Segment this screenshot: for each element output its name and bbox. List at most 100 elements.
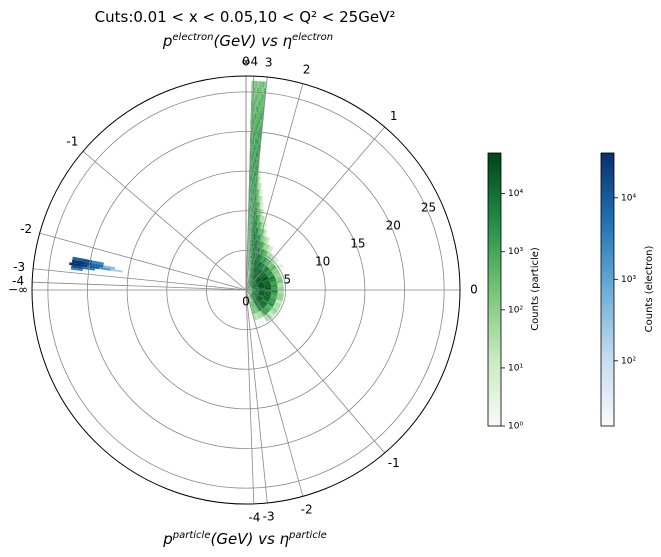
particle-bin — [257, 195, 261, 203]
particle-bin — [248, 271, 250, 278]
particle-bin — [251, 308, 255, 315]
particle-bin — [252, 195, 254, 202]
particle-bin — [251, 112, 252, 119]
particle-bin — [250, 195, 252, 202]
particle-bin — [251, 258, 253, 266]
particle-bin — [256, 131, 258, 139]
particle-bin — [251, 220, 253, 227]
particle-bin — [261, 264, 267, 271]
particle-bin — [251, 272, 255, 279]
particle-bin — [257, 112, 260, 120]
particle-bin — [248, 188, 250, 195]
radial-tick-label: 25 — [421, 201, 436, 215]
particle-bin — [270, 283, 278, 288]
particle-bin — [251, 156, 252, 164]
particle-bin — [261, 300, 268, 306]
particle-bin — [252, 286, 259, 289]
particle-bin — [256, 227, 259, 235]
particle-bin — [246, 290, 253, 293]
particle-bin — [251, 300, 256, 307]
particle-bin — [255, 260, 260, 268]
eta-tick-label-upper: -4 — [12, 274, 24, 288]
particle-bin — [248, 252, 249, 259]
particle-bin — [254, 150, 257, 158]
particle-bin — [258, 221, 262, 229]
eta-gridline-lower — [245, 76, 255, 291]
particle-bin — [258, 262, 264, 269]
particle-bin — [275, 275, 283, 281]
electron-bin — [98, 266, 111, 271]
electron-bin — [87, 265, 100, 270]
particle-bin — [248, 239, 250, 246]
particle-bin — [256, 81, 258, 88]
particle-bin — [253, 163, 255, 170]
particle-bin — [256, 195, 259, 203]
radial-tick-label: 20 — [386, 219, 401, 233]
eta-tick-label-lower: ∞ — [241, 55, 251, 69]
particle-bin — [247, 271, 249, 278]
particle-bin — [258, 215, 262, 222]
particle-bin — [269, 297, 277, 303]
particle-bin — [258, 303, 264, 310]
particle-bin — [277, 293, 284, 298]
particle-bin — [262, 216, 267, 223]
particle-bin — [253, 240, 257, 247]
chart-title: Cuts:0.01 < x < 0.05,10 < Q² < 25GeV² — [95, 8, 396, 26]
particle-bin — [255, 297, 262, 303]
particle-bin — [263, 258, 269, 265]
particle-bin — [247, 258, 248, 265]
particle-bin — [250, 220, 252, 227]
particle-bin — [253, 112, 255, 120]
particle-bin — [255, 201, 257, 209]
particle-bin — [256, 119, 259, 126]
particle-bin — [252, 188, 254, 196]
electron-heatmap — [69, 256, 123, 273]
particle-bin — [265, 314, 271, 321]
particle-bin — [251, 291, 259, 295]
particle-bin — [253, 125, 255, 132]
particle-bin — [258, 270, 264, 277]
particle-bin — [252, 226, 254, 234]
particle-bin — [253, 239, 256, 247]
particle-bin — [252, 307, 255, 315]
particle-bin — [267, 252, 273, 260]
particle-bin — [262, 278, 270, 283]
particle-bin — [246, 271, 248, 278]
particle-bin — [250, 281, 257, 287]
particle-bin — [252, 201, 254, 208]
particle-bin — [253, 299, 259, 306]
particle-bin — [260, 189, 263, 197]
particle-bin — [249, 214, 251, 221]
particle-bin — [257, 202, 260, 209]
particle-bin — [256, 100, 258, 107]
particle-bin — [253, 138, 256, 145]
particle-bin — [246, 288, 253, 290]
eta-gridline-lower — [245, 77, 268, 291]
particle-bin — [254, 144, 256, 151]
particle-bin — [252, 182, 254, 189]
colorbar-particle-tick-label: 10³ — [508, 247, 523, 257]
particle-bin — [256, 279, 263, 285]
eta-gridline-lower — [245, 126, 385, 291]
particle-bin — [251, 176, 253, 183]
particle-bin — [251, 144, 253, 151]
particle-bin — [252, 239, 255, 247]
particle-bin — [256, 214, 259, 222]
particle-bin — [259, 234, 263, 242]
particle-bin — [253, 300, 258, 306]
particle-bin — [264, 229, 269, 237]
particle-bin — [254, 267, 259, 274]
electron-bin — [110, 268, 123, 273]
particle-bin — [253, 125, 256, 132]
particle-bin — [262, 276, 269, 282]
particle-bin — [254, 306, 259, 313]
particle-bin — [248, 278, 253, 285]
particle-bin — [262, 235, 267, 243]
particle-bin — [254, 150, 256, 158]
particle-bin — [256, 312, 261, 319]
particle-bin — [250, 226, 252, 234]
particle-bin — [247, 252, 249, 259]
particle-bin — [248, 264, 250, 272]
particle-bin — [263, 250, 269, 258]
particle-bin — [260, 235, 265, 242]
